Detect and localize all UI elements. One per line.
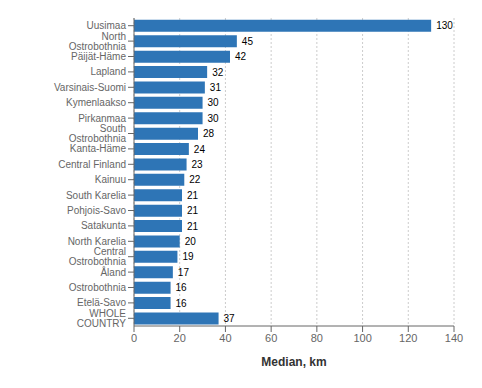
svg-text:Päijät-Häme: Päijät-Häme (71, 51, 126, 62)
svg-text:140: 140 (445, 332, 463, 344)
svg-text:20: 20 (174, 332, 186, 344)
svg-text:32: 32 (212, 67, 224, 78)
svg-text:21: 21 (187, 190, 199, 201)
svg-text:Kymenlaakso: Kymenlaakso (66, 97, 126, 108)
svg-text:17: 17 (178, 267, 190, 278)
svg-text:40: 40 (219, 332, 231, 344)
svg-text:100: 100 (353, 332, 371, 344)
svg-text:21: 21 (187, 221, 199, 232)
svg-text:16: 16 (176, 298, 188, 309)
svg-text:South Karelia: South Karelia (66, 190, 126, 201)
svg-text:20: 20 (185, 236, 197, 247)
svg-text:23: 23 (192, 159, 204, 170)
svg-text:North Karelia: North Karelia (68, 236, 127, 247)
svg-text:16: 16 (176, 282, 188, 293)
svg-text:Etelä-Savo: Etelä-Savo (77, 297, 126, 308)
svg-text:Uusimaa: Uusimaa (87, 20, 127, 31)
svg-text:24: 24 (194, 144, 206, 155)
svg-text:SouthOstrobothnia: SouthOstrobothnia (69, 123, 127, 144)
svg-text:21: 21 (187, 205, 199, 216)
svg-text:Median, km: Median, km (261, 355, 326, 369)
svg-text:Varsinais-Suomi: Varsinais-Suomi (54, 82, 126, 93)
svg-text:Pohjois-Savo: Pohjois-Savo (67, 205, 126, 216)
svg-text:31: 31 (210, 82, 222, 93)
svg-text:45: 45 (242, 36, 254, 47)
svg-text:Ostrobothnia: Ostrobothnia (69, 282, 127, 293)
svg-text:0: 0 (131, 332, 137, 344)
svg-text:19: 19 (182, 251, 194, 262)
svg-text:80: 80 (311, 332, 323, 344)
svg-text:30: 30 (208, 97, 220, 108)
svg-text:22: 22 (189, 174, 201, 185)
svg-text:Kanta-Häme: Kanta-Häme (70, 143, 127, 154)
svg-text:Central Finland: Central Finland (58, 159, 126, 170)
svg-text:28: 28 (203, 128, 215, 139)
svg-text:Pirkanmaa: Pirkanmaa (78, 113, 126, 124)
svg-text:30: 30 (208, 113, 220, 124)
svg-text:42: 42 (235, 51, 247, 62)
svg-text:WHOLECOUNTRY: WHOLECOUNTRY (77, 308, 127, 329)
svg-text:CentralOstrobothnia: CentralOstrobothnia (69, 246, 127, 267)
svg-text:Kainuu: Kainuu (95, 174, 126, 185)
svg-text:Lapland: Lapland (90, 66, 126, 77)
svg-text:Satakunta: Satakunta (81, 220, 126, 231)
svg-text:60: 60 (265, 332, 277, 344)
svg-text:130: 130 (436, 20, 453, 31)
svg-text:37: 37 (224, 313, 236, 324)
svg-text:Åland: Åland (100, 266, 126, 278)
svg-text:120: 120 (399, 332, 417, 344)
svg-text:NorthOstrobothnia: NorthOstrobothnia (69, 31, 127, 52)
